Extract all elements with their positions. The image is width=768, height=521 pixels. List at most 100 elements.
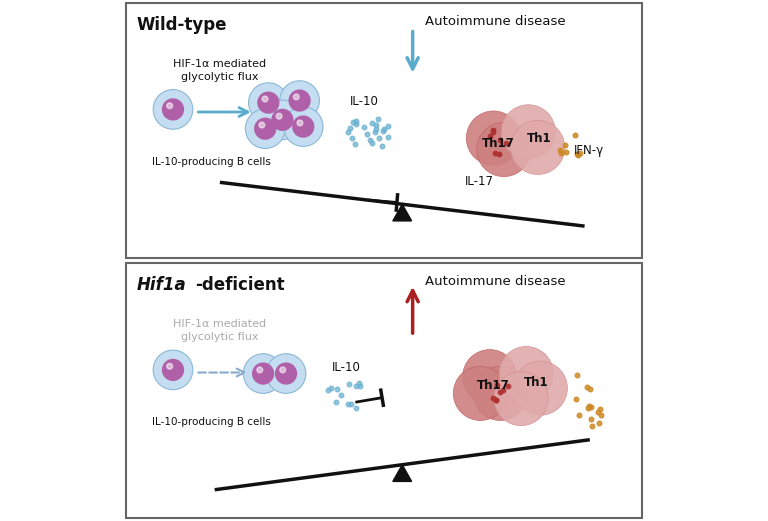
Point xyxy=(342,400,354,408)
Circle shape xyxy=(253,363,273,384)
Point xyxy=(487,394,499,402)
Polygon shape xyxy=(393,465,412,481)
Circle shape xyxy=(272,109,293,130)
Point xyxy=(377,127,389,135)
Circle shape xyxy=(262,96,268,102)
Point xyxy=(585,415,598,423)
Text: IL-10: IL-10 xyxy=(350,95,379,108)
Point xyxy=(484,132,496,140)
Point xyxy=(331,385,343,393)
Point xyxy=(487,128,499,136)
Point xyxy=(494,135,506,144)
Point xyxy=(346,134,358,142)
Point xyxy=(498,386,510,394)
Circle shape xyxy=(477,122,531,177)
Point xyxy=(372,115,384,123)
Point xyxy=(353,379,365,387)
Point xyxy=(350,120,362,129)
Point xyxy=(366,139,378,147)
Circle shape xyxy=(499,346,553,401)
Point xyxy=(322,386,334,394)
Point xyxy=(354,382,366,391)
Point xyxy=(373,134,386,142)
Circle shape xyxy=(259,122,265,128)
Circle shape xyxy=(263,100,302,140)
Circle shape xyxy=(163,359,184,380)
Point xyxy=(370,125,382,133)
Circle shape xyxy=(283,107,323,146)
Point xyxy=(583,402,595,410)
Point xyxy=(560,147,572,156)
Circle shape xyxy=(167,103,173,109)
Point xyxy=(569,131,581,140)
Text: Autoimmune disease: Autoimmune disease xyxy=(425,15,565,28)
Circle shape xyxy=(266,354,306,393)
Point xyxy=(592,408,604,416)
Point xyxy=(342,128,354,136)
Point xyxy=(571,371,584,380)
Text: -deficient: -deficient xyxy=(195,276,285,294)
Text: IL-10-producing B cells: IL-10-producing B cells xyxy=(152,417,271,427)
Point xyxy=(593,418,605,427)
Circle shape xyxy=(502,105,555,159)
Circle shape xyxy=(255,118,276,139)
Circle shape xyxy=(167,363,173,369)
Point xyxy=(555,149,568,157)
Point xyxy=(492,150,505,158)
Circle shape xyxy=(257,367,263,373)
Circle shape xyxy=(276,363,296,384)
Point xyxy=(559,141,571,149)
Text: HIF-1α mediated
glycolytic flux: HIF-1α mediated glycolytic flux xyxy=(174,59,266,82)
Circle shape xyxy=(511,120,564,175)
Text: Th17: Th17 xyxy=(482,137,515,150)
Circle shape xyxy=(246,109,285,148)
FancyBboxPatch shape xyxy=(126,263,642,518)
Point xyxy=(572,151,584,159)
Point xyxy=(487,126,499,134)
Point xyxy=(594,405,606,413)
Text: IFN-γ: IFN-γ xyxy=(574,144,604,157)
Circle shape xyxy=(153,90,193,129)
Point xyxy=(382,121,394,130)
Point xyxy=(350,117,362,126)
Point xyxy=(361,130,373,138)
Point xyxy=(382,133,394,142)
Point xyxy=(502,381,515,390)
Text: Th17: Th17 xyxy=(477,379,510,392)
Point xyxy=(325,384,337,392)
Point xyxy=(494,388,506,396)
Text: IL-10-producing B cells: IL-10-producing B cells xyxy=(152,156,271,167)
Point xyxy=(586,421,598,430)
Text: Wild-type: Wild-type xyxy=(137,16,227,34)
Point xyxy=(329,398,342,406)
Circle shape xyxy=(453,366,508,420)
Point xyxy=(491,381,503,390)
Circle shape xyxy=(293,94,300,100)
Circle shape xyxy=(290,90,310,111)
Circle shape xyxy=(280,81,319,120)
Point xyxy=(500,139,512,147)
Point xyxy=(346,118,359,127)
Point xyxy=(582,403,594,412)
Point xyxy=(376,142,388,151)
Circle shape xyxy=(276,113,282,119)
Point xyxy=(489,149,502,157)
Point xyxy=(574,148,586,157)
Point xyxy=(584,385,597,393)
Point xyxy=(572,411,584,419)
Point xyxy=(369,128,381,136)
Point xyxy=(490,396,502,404)
Circle shape xyxy=(513,361,568,415)
Circle shape xyxy=(243,354,283,393)
Point xyxy=(346,400,358,408)
Circle shape xyxy=(280,367,286,373)
Point xyxy=(343,124,356,132)
Point xyxy=(335,391,347,399)
Point xyxy=(377,125,389,133)
Circle shape xyxy=(473,366,528,420)
Circle shape xyxy=(258,92,279,113)
Circle shape xyxy=(153,350,193,390)
Point xyxy=(595,411,607,419)
Point xyxy=(554,146,566,154)
Point xyxy=(363,136,376,144)
